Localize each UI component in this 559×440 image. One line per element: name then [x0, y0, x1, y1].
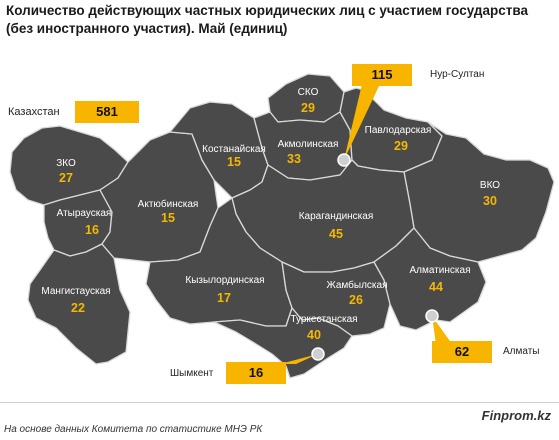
nur-sultan-value-box: 115	[352, 64, 412, 86]
label-almaty-region: Алматинская	[410, 265, 471, 276]
value-kyzylorda: 17	[217, 291, 231, 305]
almaty-pointer	[432, 316, 452, 344]
value-mangystau: 22	[71, 301, 85, 315]
almaty-marker[interactable]	[425, 309, 439, 323]
value-turkestan: 40	[307, 328, 321, 342]
nur-sultan-label: Нур-Султан	[430, 69, 485, 80]
shymkent-label: Шымкент	[170, 368, 214, 379]
brand-logo[interactable]: Finprom.kz	[481, 408, 551, 423]
label-aktobe: Актюбинская	[138, 198, 199, 210]
value-pavlodar: 29	[394, 139, 408, 153]
value-zhambyl: 26	[349, 293, 363, 307]
value-akmola: 33	[287, 152, 301, 166]
shymkent-marker[interactable]	[311, 347, 325, 361]
title-line-2: (без иностранного участия). Май (единиц)	[6, 21, 288, 36]
label-zko: ЗКО	[56, 158, 76, 169]
label-akmola: Акмолинская	[278, 139, 339, 150]
footer-divider	[0, 402, 559, 403]
label-sko: СКО	[298, 87, 319, 98]
value-sko: 29	[301, 101, 315, 115]
label-vko: ВКО	[480, 180, 500, 191]
shymkent-pointer	[280, 354, 318, 364]
value-almaty-region: 44	[429, 280, 443, 294]
source-note: На основе данных Комитета по статистике …	[4, 424, 263, 435]
label-zhambyl: Жамбылская	[327, 279, 388, 291]
value-aktobe: 15	[161, 211, 175, 225]
value-zko: 27	[59, 171, 73, 185]
label-mangystau: Мангистауская	[41, 286, 110, 297]
value-karaganda: 45	[329, 227, 343, 241]
value-vko: 30	[483, 194, 497, 208]
title-line-1: Количество действующих частных юридическ…	[6, 3, 529, 18]
shymkent-value-box: 16	[226, 362, 286, 384]
label-kostanay: Костанайская	[202, 144, 266, 155]
region-mangystau[interactable]	[27, 243, 131, 365]
total-label: Казахстан	[8, 106, 60, 118]
nur-sultan-pointer	[344, 84, 380, 160]
nur-sultan-marker[interactable]	[337, 153, 351, 167]
chart-title: Количество действующих частных юридическ…	[6, 2, 546, 38]
region-almaty[interactable]	[373, 227, 487, 331]
total-value-box: 581	[75, 101, 139, 123]
almaty-value-box: 62	[432, 341, 492, 363]
label-turkestan: Туркестанская	[290, 314, 357, 325]
label-kyzylorda: Кызылординская	[185, 275, 264, 286]
almaty-label: Алматы	[503, 346, 540, 357]
value-kostanay: 15	[227, 155, 241, 169]
label-karaganda: Карагандинская	[299, 211, 374, 222]
value-atyrau: 16	[85, 223, 99, 237]
label-pavlodar: Павлодарская	[365, 125, 432, 136]
label-atyrau: Атырауская	[57, 208, 112, 219]
